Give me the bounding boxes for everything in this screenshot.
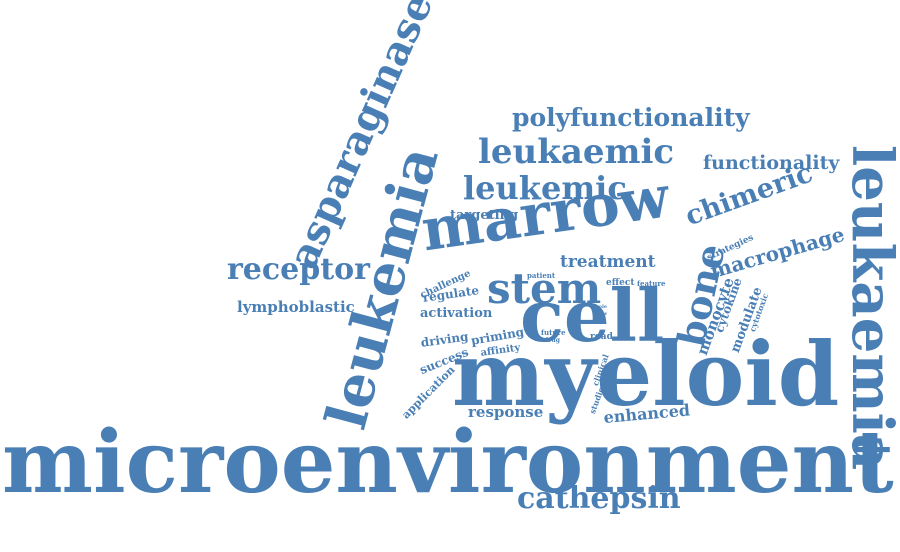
word-future: future xyxy=(541,328,566,337)
word-feature: feature xyxy=(637,279,666,288)
word-effect: effect xyxy=(606,278,635,288)
word-activation: activation xyxy=(420,306,493,321)
word-microenvironment: microenvironment xyxy=(2,412,894,513)
word-drug: drug xyxy=(544,337,560,344)
word-leukaemic: leukaemic xyxy=(478,132,675,172)
word-functionality: functionality xyxy=(703,152,840,174)
word-treatment: treatment xyxy=(560,252,656,272)
word-targeting: targeting xyxy=(450,208,519,223)
word-polyfunctionality: polyfunctionality xyxy=(512,103,750,132)
word-patient: patient xyxy=(527,271,556,280)
word-stem: stem xyxy=(487,264,602,313)
word-cathepsin: cathepsin xyxy=(517,481,681,516)
word-myeloid: myeloid xyxy=(452,322,840,426)
word-role: role xyxy=(596,304,608,310)
word-cell: cell xyxy=(520,273,665,358)
word-leukaemia: leukaemia xyxy=(839,145,900,471)
word-leukemic: leukemic xyxy=(463,169,627,207)
word-response: response xyxy=(468,403,544,421)
word-lymphoblastic: lymphoblastic xyxy=(237,298,355,316)
word-road: road xyxy=(590,332,613,342)
word-new: new xyxy=(596,311,608,317)
word-receptor: receptor xyxy=(227,252,370,287)
